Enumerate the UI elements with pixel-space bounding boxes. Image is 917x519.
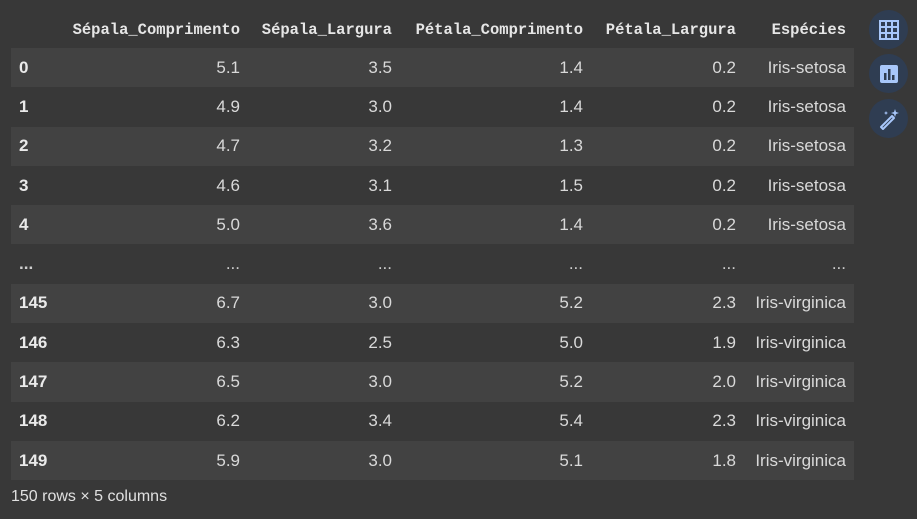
suggest-charts-button[interactable] — [869, 54, 908, 93]
column-header-petala-comprimento: Pétala_Comprimento — [415, 20, 583, 39]
cell-especies: Iris-setosa — [744, 87, 854, 127]
cell-petala-largura: 0.2 — [591, 205, 744, 245]
cell-sepala-comprimento: 5.9 — [56, 440, 248, 481]
cell-petala-comprimento: 1.4 — [400, 205, 591, 245]
magic-wand-icon — [879, 108, 899, 130]
column-header-sepala-comprimento: Sépala_Comprimento — [72, 20, 240, 39]
convert-to-table-button[interactable] — [869, 10, 908, 49]
cell-sepala-largura: 3.4 — [248, 401, 400, 441]
cell-sepala-comprimento: 6.3 — [56, 323, 248, 363]
cell-especies: Iris-virginica — [744, 323, 854, 363]
table-row: 2 4.7 3.2 1.3 0.2 Iris-setosa — [11, 126, 854, 166]
table-row: 148 6.2 3.4 5.4 2.3 Iris-virginica — [11, 401, 854, 441]
cell-petala-largura: 1.8 — [591, 440, 744, 481]
cell-petala-comprimento: 5.4 — [400, 401, 591, 441]
cell-especies: Iris-setosa — [744, 205, 854, 245]
cell-sepala-largura: ... — [248, 244, 400, 284]
cell-sepala-comprimento: 4.7 — [56, 126, 248, 166]
cell-petala-largura: 2.3 — [591, 283, 744, 324]
cell-especies: Iris-virginica — [744, 283, 854, 324]
cell-sepala-largura: 3.5 — [248, 48, 400, 88]
cell-petala-comprimento: ... — [400, 244, 591, 284]
row-index: 0 — [11, 48, 56, 88]
row-index: 145 — [11, 283, 56, 324]
bar-chart-icon — [879, 64, 898, 83]
index-header — [11, 11, 56, 48]
cell-especies: Iris-virginica — [744, 401, 854, 441]
column-header-petala-largura: Pétala_Largura — [605, 20, 736, 39]
table-row: 147 6.5 3.0 5.2 2.0 Iris-virginica — [11, 362, 854, 402]
row-column-count: 150 rows × 5 columns — [11, 488, 168, 505]
row-index: 3 — [11, 165, 56, 206]
cell-sepala-comprimento: 4.6 — [56, 165, 248, 206]
cell-especies: Iris-setosa — [744, 126, 854, 166]
table-row: 0 5.1 3.5 1.4 0.2 Iris-setosa — [11, 48, 854, 88]
cell-petala-comprimento: 5.0 — [400, 323, 591, 363]
cell-petala-comprimento: 1.4 — [400, 48, 591, 88]
cell-sepala-largura: 3.1 — [248, 165, 400, 206]
row-index: 2 — [11, 126, 56, 166]
cell-sepala-largura: 3.0 — [248, 87, 400, 127]
cell-sepala-largura: 2.5 — [248, 323, 400, 363]
column-header-sepala-largura: Sépala_Largura — [261, 20, 392, 39]
row-index: 148 — [11, 401, 56, 441]
table-icon — [878, 19, 899, 40]
cell-sepala-comprimento: 5.1 — [56, 48, 248, 88]
table-row: 3 4.6 3.1 1.5 0.2 Iris-setosa — [11, 165, 854, 206]
cell-petala-largura: 2.0 — [591, 362, 744, 402]
cell-especies: Iris-virginica — [744, 362, 854, 402]
cell-petala-largura: ... — [591, 244, 744, 284]
cell-sepala-largura: 3.2 — [248, 126, 400, 166]
row-index: 149 — [11, 440, 56, 481]
cell-petala-comprimento: 5.2 — [400, 283, 591, 324]
cell-sepala-comprimento: 6.2 — [56, 401, 248, 441]
cell-petala-largura: 0.2 — [591, 87, 744, 127]
row-index: 147 — [11, 362, 56, 402]
table-row: 149 5.9 3.0 5.1 1.8 Iris-virginica — [11, 440, 854, 481]
row-index: 4 — [11, 205, 56, 245]
dataframe-output: Sépala_Comprimento Sépala_Largura Pétala… — [11, 11, 854, 481]
table-row: 146 6.3 2.5 5.0 1.9 Iris-virginica — [11, 323, 854, 363]
row-index: 1 — [11, 87, 56, 127]
cell-petala-comprimento: 5.1 — [400, 440, 591, 481]
cell-sepala-largura: 3.0 — [248, 440, 400, 481]
cell-sepala-comprimento: 6.7 — [56, 283, 248, 324]
cell-petala-comprimento: 1.4 — [400, 87, 591, 127]
ellipsis-row: .................. — [11, 244, 854, 284]
column-header-especies: Espécies — [771, 20, 846, 39]
cell-petala-largura: 0.2 — [591, 126, 744, 166]
cell-petala-largura: 0.2 — [591, 48, 744, 88]
cell-petala-largura: 2.3 — [591, 401, 744, 441]
cell-especies: Iris-setosa — [744, 48, 854, 88]
cell-especies: Iris-virginica — [744, 440, 854, 481]
cell-sepala-comprimento: ... — [56, 244, 248, 284]
cell-petala-comprimento: 5.2 — [400, 362, 591, 402]
cell-sepala-comprimento: 6.5 — [56, 362, 248, 402]
generate-code-button[interactable] — [869, 99, 908, 138]
cell-sepala-comprimento: 5.0 — [56, 205, 248, 245]
cell-sepala-largura: 3.0 — [248, 362, 400, 402]
row-index: ... — [11, 244, 56, 284]
cell-sepala-comprimento: 4.9 — [56, 87, 248, 127]
table-row: 145 6.7 3.0 5.2 2.3 Iris-virginica — [11, 283, 854, 324]
cell-especies: ... — [744, 244, 854, 284]
cell-sepala-largura: 3.6 — [248, 205, 400, 245]
cell-sepala-largura: 3.0 — [248, 283, 400, 324]
cell-petala-largura: 0.2 — [591, 165, 744, 206]
header-row: Sépala_Comprimento Sépala_Largura Pétala… — [11, 11, 854, 48]
row-index: 146 — [11, 323, 56, 363]
table-row: 1 4.9 3.0 1.4 0.2 Iris-setosa — [11, 87, 854, 127]
cell-petala-comprimento: 1.5 — [400, 165, 591, 206]
cell-petala-largura: 1.9 — [591, 323, 744, 363]
cell-especies: Iris-setosa — [744, 165, 854, 206]
dataframe-table: Sépala_Comprimento Sépala_Largura Pétala… — [11, 11, 854, 481]
table-row: 4 5.0 3.6 1.4 0.2 Iris-setosa — [11, 205, 854, 245]
cell-petala-comprimento: 1.3 — [400, 126, 591, 166]
